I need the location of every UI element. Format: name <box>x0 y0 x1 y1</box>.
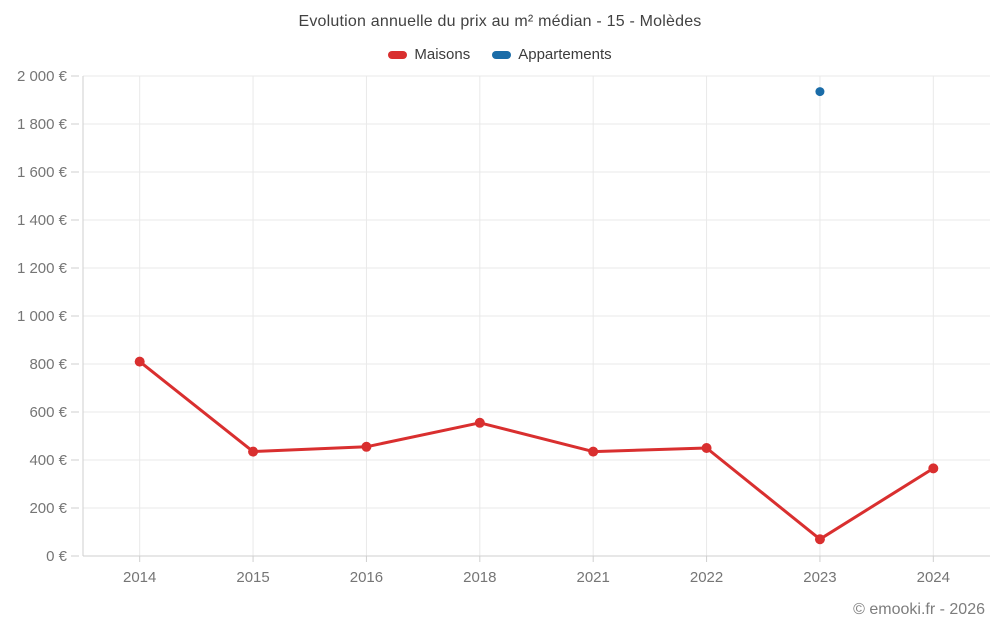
copyright-text: © emooki.fr - 2026 <box>853 601 985 618</box>
x-tick-label: 2014 <box>123 569 156 586</box>
y-tick-label: 1 600 € <box>17 164 68 181</box>
legend-label-maisons: Maisons <box>414 46 471 63</box>
y-tick-label: 200 € <box>29 500 67 517</box>
legend-item-maisons[interactable]: Maisons <box>388 46 470 63</box>
data-point-maisons <box>928 463 939 474</box>
x-tick-label: 2023 <box>803 569 836 586</box>
x-tick-label: 2015 <box>236 569 269 586</box>
y-tick-label: 800 € <box>29 356 67 373</box>
legend-label-appartements: Appartements <box>518 46 612 63</box>
appartements-series-swatch-icon <box>492 50 512 59</box>
y-tick-label: 600 € <box>29 404 67 421</box>
y-tick-label: 1 800 € <box>17 116 68 133</box>
data-point-maisons <box>361 441 372 452</box>
y-tick-label: 0 € <box>46 548 68 565</box>
x-tick-label: 2018 <box>463 569 496 586</box>
data-point-maisons <box>701 443 712 453</box>
data-point-maisons <box>134 356 145 367</box>
data-point-maisons <box>474 417 485 428</box>
x-tick-label: 2022 <box>690 569 723 586</box>
data-point-maisons <box>248 446 259 457</box>
x-tick-label: 2016 <box>350 569 383 586</box>
series-line-maisons <box>138 360 935 541</box>
y-tick-label: 1 400 € <box>17 212 68 229</box>
chart-legend: Maisons Appartements <box>0 46 1000 63</box>
y-tick-label: 1 000 € <box>17 308 68 325</box>
chart-title: Evolution annuelle du prix au m² médian … <box>298 13 702 30</box>
data-point-appartements <box>815 87 825 97</box>
y-tick-label: 400 € <box>29 452 67 469</box>
legend-item-appartements[interactable]: Appartements <box>492 46 612 63</box>
data-point-maisons <box>814 534 825 545</box>
x-tick-label: 2021 <box>577 569 610 586</box>
x-tick-label: 2024 <box>917 569 950 586</box>
y-tick-label: 1 200 € <box>17 260 68 277</box>
y-tick-label: 2 000 € <box>17 68 68 85</box>
data-point-maisons <box>588 446 599 457</box>
maisons-series-swatch-icon <box>388 50 408 59</box>
